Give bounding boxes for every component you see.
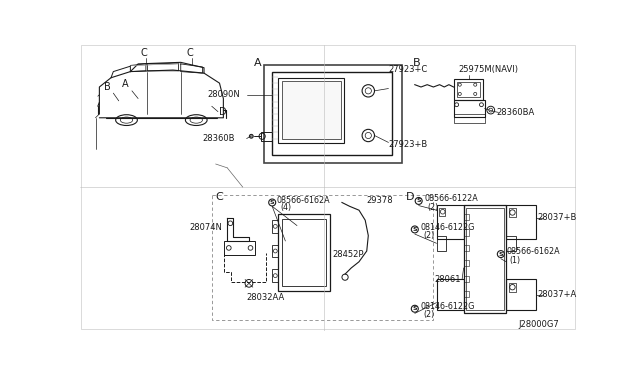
Text: 28360B: 28360B bbox=[202, 134, 235, 143]
Bar bbox=[506, 279, 536, 310]
Circle shape bbox=[250, 134, 253, 138]
Bar bbox=[463, 205, 506, 312]
Bar bbox=[282, 219, 326, 286]
Text: S: S bbox=[413, 227, 417, 232]
Bar bbox=[506, 205, 536, 240]
Text: 08566-6162A: 08566-6162A bbox=[506, 247, 560, 256]
Text: 28074N: 28074N bbox=[189, 224, 222, 232]
Text: 25975M(NAVI): 25975M(NAVI) bbox=[458, 65, 518, 74]
Text: 29378: 29378 bbox=[367, 196, 394, 205]
Text: (4): (4) bbox=[280, 203, 291, 212]
Text: B: B bbox=[104, 82, 111, 92]
Text: A: A bbox=[254, 58, 262, 68]
Bar bbox=[457, 81, 480, 97]
Text: (2): (2) bbox=[423, 231, 435, 240]
Text: 28037+A: 28037+A bbox=[537, 291, 577, 299]
Text: S: S bbox=[417, 198, 421, 203]
Bar bbox=[439, 208, 445, 216]
Text: J28000G7: J28000G7 bbox=[518, 320, 559, 328]
Text: (1): (1) bbox=[509, 256, 520, 265]
Text: D: D bbox=[406, 192, 414, 202]
Bar bbox=[454, 114, 484, 123]
Text: S: S bbox=[499, 251, 503, 257]
Text: 08146-6122G: 08146-6122G bbox=[420, 222, 475, 232]
Text: (2): (2) bbox=[423, 310, 435, 320]
Bar bbox=[260, 132, 272, 141]
Bar bbox=[465, 276, 469, 282]
Ellipse shape bbox=[186, 115, 207, 125]
Bar bbox=[466, 208, 504, 310]
Text: S: S bbox=[270, 200, 275, 205]
Bar bbox=[454, 100, 484, 117]
Bar bbox=[272, 220, 278, 232]
Text: C: C bbox=[187, 48, 193, 58]
Bar bbox=[278, 78, 344, 143]
Bar bbox=[272, 71, 392, 155]
Text: S: S bbox=[413, 306, 417, 311]
Bar bbox=[436, 205, 463, 240]
Text: 08146-6122G: 08146-6122G bbox=[420, 302, 475, 311]
Bar bbox=[465, 260, 469, 266]
Text: 27923+B: 27923+B bbox=[388, 140, 428, 149]
Text: C: C bbox=[140, 48, 147, 58]
Bar bbox=[506, 235, 516, 251]
Text: 27923+C: 27923+C bbox=[388, 65, 428, 74]
Bar bbox=[465, 245, 469, 251]
Bar bbox=[212, 195, 433, 320]
Text: C: C bbox=[216, 192, 223, 202]
Text: 28360BA: 28360BA bbox=[496, 108, 534, 117]
Text: 28037+B: 28037+B bbox=[537, 214, 577, 222]
Bar bbox=[282, 81, 341, 139]
Bar bbox=[454, 78, 483, 100]
Bar bbox=[436, 279, 463, 310]
Bar bbox=[436, 235, 446, 251]
Text: 08566-6162A: 08566-6162A bbox=[277, 196, 330, 205]
Bar bbox=[509, 208, 516, 217]
Ellipse shape bbox=[116, 115, 138, 125]
Bar bbox=[465, 230, 469, 235]
Bar bbox=[465, 214, 469, 220]
Text: 08566-6122A: 08566-6122A bbox=[424, 194, 478, 203]
Bar bbox=[272, 269, 278, 282]
Bar bbox=[224, 241, 255, 255]
Text: B: B bbox=[413, 58, 421, 68]
Bar bbox=[278, 214, 330, 291]
Text: A: A bbox=[122, 79, 128, 89]
Bar bbox=[509, 283, 516, 292]
Text: 28090N: 28090N bbox=[207, 90, 239, 99]
Text: 28061: 28061 bbox=[435, 275, 461, 284]
Bar bbox=[465, 291, 469, 297]
Text: 28032AA: 28032AA bbox=[246, 294, 285, 302]
Text: D: D bbox=[219, 107, 227, 117]
Text: 28452P: 28452P bbox=[333, 250, 364, 259]
Bar bbox=[264, 65, 402, 163]
Bar bbox=[272, 245, 278, 257]
Text: (2): (2) bbox=[428, 203, 438, 212]
